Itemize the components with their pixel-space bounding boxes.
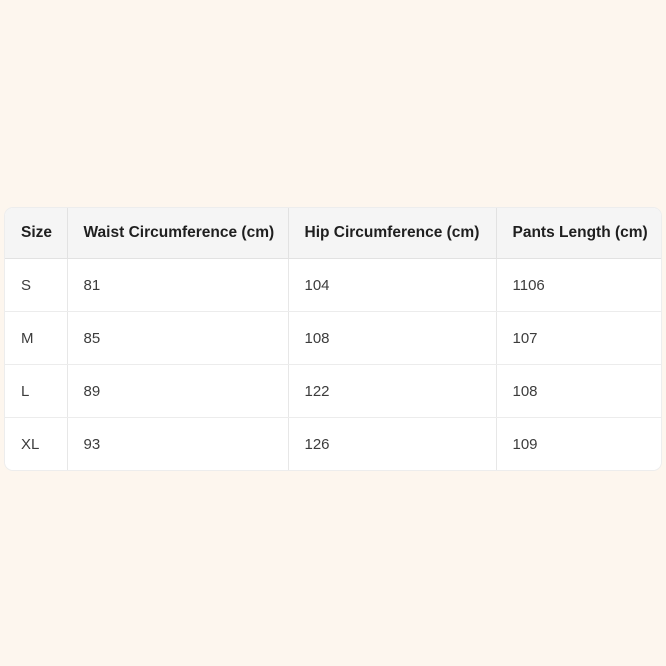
pants-length-cell: 107 [496, 311, 661, 365]
hip-cell: 122 [288, 364, 497, 418]
pants-length-cell: 1106 [496, 258, 661, 312]
pants-length-cell: 109 [496, 417, 661, 470]
size-cell: XL [5, 417, 68, 470]
table-row-xl: XL 93 126 109 [5, 417, 661, 470]
table-row-s: S 81 104 1106 [5, 258, 661, 312]
table-row-l: L 89 122 108 [5, 364, 661, 418]
waist-cell: 89 [67, 364, 289, 418]
size-cell: L [5, 364, 68, 418]
size-chart: Size Waist Circumference (cm) Hip Circum… [5, 208, 661, 470]
column-header-waist-circumference: Waist Circumference (cm) [67, 208, 289, 259]
pants-length-cell: 108 [496, 364, 661, 418]
waist-cell: 81 [67, 258, 289, 312]
column-header-size: Size [5, 208, 68, 259]
column-header-pants-length: Pants Length (cm) [496, 208, 661, 259]
hip-cell: 104 [288, 258, 497, 312]
waist-cell: 85 [67, 311, 289, 365]
size-cell: S [5, 258, 68, 312]
size-cell: M [5, 311, 68, 365]
column-header-hip-circumference: Hip Circumference (cm) [288, 208, 497, 259]
header-row: Size Waist Circumference (cm) Hip Circum… [5, 208, 661, 259]
waist-cell: 93 [67, 417, 289, 470]
hip-cell: 126 [288, 417, 497, 470]
size-chart-table: Size Waist Circumference (cm) Hip Circum… [4, 207, 662, 471]
table-row-m: M 85 108 107 [5, 311, 661, 365]
hip-cell: 108 [288, 311, 497, 365]
